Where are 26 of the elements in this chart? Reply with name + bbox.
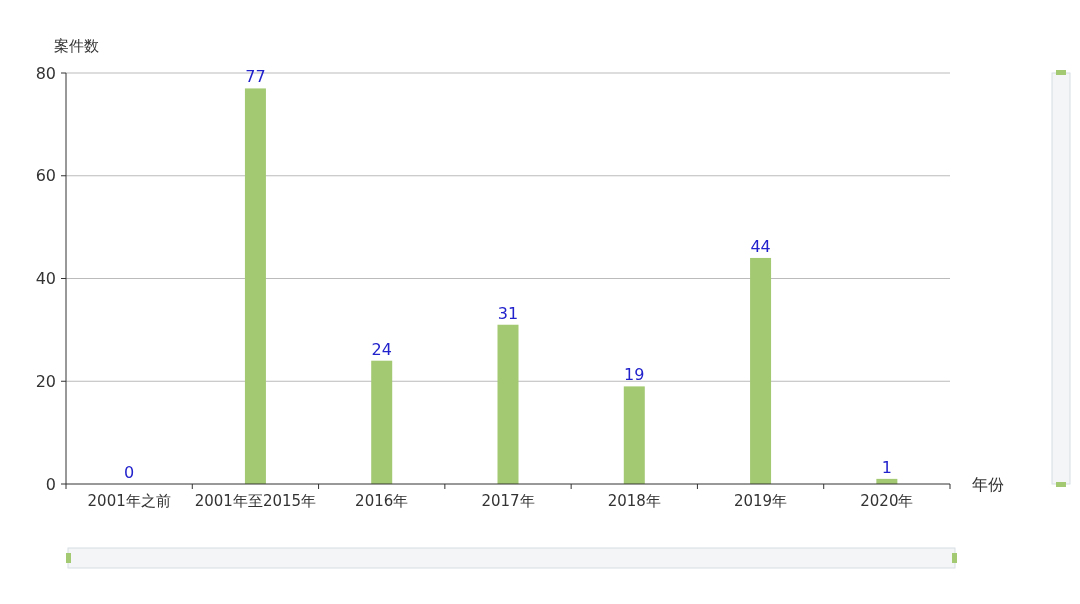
data-label: 31 bbox=[497, 303, 519, 323]
x-tick-label: 2017年 bbox=[481, 492, 535, 510]
x-tick-label: 2018年 bbox=[607, 492, 661, 510]
bar bbox=[371, 360, 393, 484]
bar bbox=[623, 386, 645, 484]
y-tick-label: 20 bbox=[35, 371, 56, 391]
y-tick-label: 60 bbox=[35, 166, 56, 186]
data-label: 1 bbox=[881, 457, 892, 477]
x-axis-title: 年份 bbox=[972, 474, 1004, 494]
y-tick-label: 40 bbox=[35, 269, 56, 289]
data-label: 19 bbox=[624, 365, 645, 385]
x-tick-label: 2019年 bbox=[733, 492, 788, 510]
x-tick-label: 2016年 bbox=[355, 492, 409, 510]
bar bbox=[750, 257, 772, 484]
data-label: 77 bbox=[245, 67, 266, 87]
x-tick-label: 2001年之前 bbox=[87, 492, 171, 510]
x-tick-label: 2020年 bbox=[860, 492, 914, 510]
data-label: 24 bbox=[371, 339, 392, 359]
y-tick-label: 80 bbox=[35, 63, 56, 83]
data-label: 44 bbox=[750, 236, 771, 256]
data-label: 0 bbox=[124, 463, 135, 482]
bar bbox=[244, 88, 266, 484]
y-axis-title: 案件数 bbox=[54, 37, 99, 55]
y-tick-label: 0 bbox=[45, 474, 56, 494]
x-tick-label: 2001年至2015年 bbox=[194, 492, 317, 510]
bar bbox=[497, 324, 519, 484]
